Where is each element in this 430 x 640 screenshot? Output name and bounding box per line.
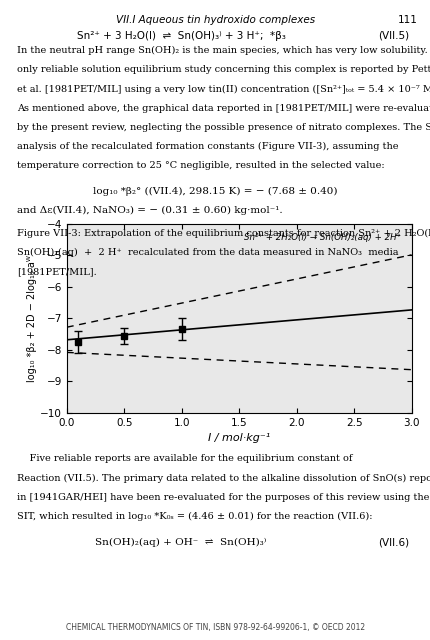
Text: Sn²⁺ + 3 H₂O(l)  ⇌  Sn(OH)₃⁾ + 3 H⁺;  *β₃: Sn²⁺ + 3 H₂O(l) ⇌ Sn(OH)₃⁾ + 3 H⁺; *β₃ bbox=[77, 31, 285, 41]
X-axis label: I / mol·kg⁻¹: I / mol·kg⁻¹ bbox=[208, 433, 270, 444]
Text: In the neutral pH range Sn(OH)₂ is the main species, which has very low solubili: In the neutral pH range Sn(OH)₂ is the m… bbox=[17, 46, 430, 55]
Text: (VII.5): (VII.5) bbox=[378, 31, 408, 41]
Text: Sn²⁺ + 2H₂O(l) → Sn(OH)₂(aq) + 2H⁺: Sn²⁺ + 2H₂O(l) → Sn(OH)₂(aq) + 2H⁺ bbox=[243, 234, 400, 243]
Text: by the present review, neglecting the possible presence of nitrato complexes. Th: by the present review, neglecting the po… bbox=[17, 123, 430, 132]
Text: Reaction (VII.5). The primary data related to the alkaline dissolution of SnO(s): Reaction (VII.5). The primary data relat… bbox=[17, 474, 430, 483]
Text: Figure VII-3: Extrapolation of the equilibrium constants for reaction Sn²⁺ + 2 H: Figure VII-3: Extrapolation of the equil… bbox=[17, 228, 430, 237]
Text: (VII.6): (VII.6) bbox=[378, 538, 408, 548]
Text: CHEMICAL THERMODYNAMICS OF TIN, ISBN 978-92-64-99206-1, © OECD 2012: CHEMICAL THERMODYNAMICS OF TIN, ISBN 978… bbox=[66, 623, 364, 632]
Text: only reliable solution equilibrium study concerning this complex is reported by : only reliable solution equilibrium study… bbox=[17, 65, 430, 74]
Text: Five reliable reports are available for the equilibrium constant of: Five reliable reports are available for … bbox=[17, 454, 352, 463]
Text: Sn(OH)₂(aq) + OH⁻  ⇌  Sn(OH)₃⁾: Sn(OH)₂(aq) + OH⁻ ⇌ Sn(OH)₃⁾ bbox=[95, 538, 266, 547]
Text: temperature correction to 25 °C negligible, resulted in the selected value:: temperature correction to 25 °C negligib… bbox=[17, 161, 384, 170]
Text: VII.I Aqueous tin hydroxido complexes: VII.I Aqueous tin hydroxido complexes bbox=[116, 15, 314, 25]
Text: analysis of the recalculated formation constants (Figure VII-3), assuming the: analysis of the recalculated formation c… bbox=[17, 142, 398, 151]
Text: [1981PET/MIL].: [1981PET/MIL]. bbox=[17, 267, 97, 276]
Text: log₁₀ *β₂° ((VII.4), 298.15 K) = − (7.68 ± 0.40): log₁₀ *β₂° ((VII.4), 298.15 K) = − (7.68… bbox=[93, 187, 337, 196]
Text: SIT, which resulted in log₁₀ *K₀ₛ = (4.46 ± 0.01) for the reaction (VII.6):: SIT, which resulted in log₁₀ *K₀ₛ = (4.4… bbox=[17, 512, 372, 521]
Text: 111: 111 bbox=[397, 15, 417, 25]
Text: Sn(OH)₂(aq)  +  2 H⁺  recalculated from the data measured in NaNO₃  media: Sn(OH)₂(aq) + 2 H⁺ recalculated from the… bbox=[17, 248, 398, 257]
Y-axis label: log₁₀ *β₂ + 2D − 2log₁₀ aᵂ: log₁₀ *β₂ + 2D − 2log₁₀ aᵂ bbox=[27, 255, 37, 382]
Text: et al. [1981PET/MIL] using a very low tin(II) concentration ([Sn²⁺]ₜₒₜ = 5.4 × 1: et al. [1981PET/MIL] using a very low ti… bbox=[17, 84, 430, 93]
Text: and Δε(VII.4), NaNO₃) = − (0.31 ± 0.60) kg·mol⁻¹.: and Δε(VII.4), NaNO₃) = − (0.31 ± 0.60) … bbox=[17, 206, 282, 215]
Text: in [1941GAR/HEI] have been re-evaluated for the purposes of this review using th: in [1941GAR/HEI] have been re-evaluated … bbox=[17, 493, 429, 502]
Text: As mentioned above, the graphical data reported in [1981PET/MIL] were re-evaluat: As mentioned above, the graphical data r… bbox=[17, 104, 430, 113]
